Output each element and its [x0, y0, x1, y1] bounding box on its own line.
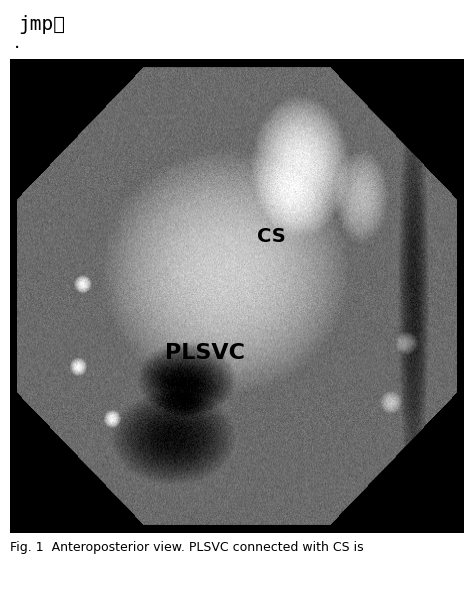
Text: CS: CS: [257, 227, 285, 246]
Text: Fig. 1  Anteroposterior view. PLSVC connected with CS is: Fig. 1 Anteroposterior view. PLSVC conne…: [10, 541, 364, 554]
Text: jmp가: jmp가: [18, 15, 65, 34]
Text: ·: ·: [14, 39, 20, 58]
Bar: [10, 59, 464, 533]
Text: PLSVC: PLSVC: [165, 343, 245, 363]
